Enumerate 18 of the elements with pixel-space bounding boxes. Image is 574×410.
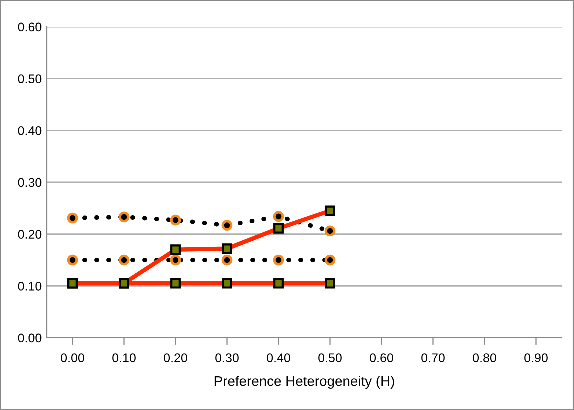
y-tick-label: 0.50: [18, 74, 42, 84]
x-tick-label: 0.00: [61, 354, 84, 362]
y-tick-label: 0.00: [18, 334, 42, 343]
y-tick-label: 0.60: [18, 22, 42, 32]
y-tick-label: 0.30: [18, 178, 42, 188]
y-tick-label: 0.20: [18, 230, 42, 239]
x-tick-label: 0.80: [473, 354, 496, 362]
y-tick-label: 0.40: [18, 126, 42, 136]
x-axis-title: Preference Heterogeneity (H): [214, 376, 394, 389]
x-tick-label: 0.60: [370, 354, 394, 362]
x-tick-label: 0.30: [216, 354, 239, 362]
x-tick-label: 0.50: [318, 354, 342, 362]
x-tick-label: 0.20: [164, 354, 188, 362]
y-tick-label: 0.10: [18, 282, 42, 291]
x-tick-label: 0.90: [524, 354, 548, 362]
x-tick-label: 0.70: [422, 354, 445, 362]
x-tick-label: 0.40: [267, 354, 290, 362]
x-tick-label: 0.10: [112, 354, 136, 362]
